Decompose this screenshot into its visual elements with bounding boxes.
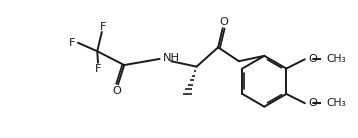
Text: O: O (309, 54, 318, 64)
Text: F: F (95, 64, 101, 74)
Text: CH₃: CH₃ (326, 98, 346, 108)
Text: F: F (69, 38, 75, 48)
Text: NH: NH (163, 53, 180, 63)
Text: O: O (219, 17, 228, 27)
Text: CH₃: CH₃ (326, 54, 346, 64)
Text: O: O (309, 98, 318, 108)
Text: F: F (100, 22, 106, 32)
Text: O: O (113, 86, 122, 96)
